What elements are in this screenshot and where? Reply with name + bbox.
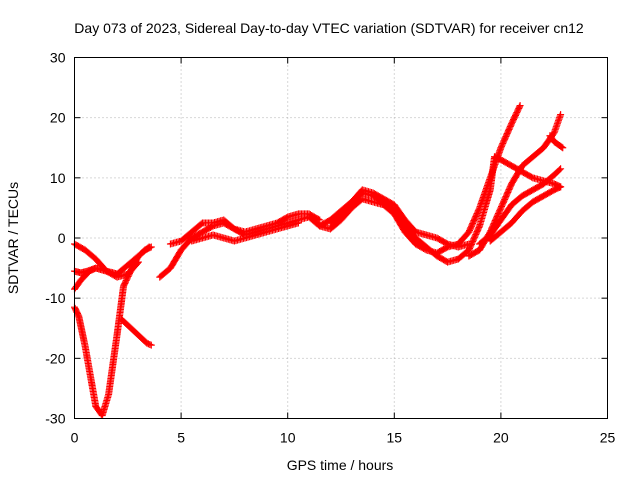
series-track-12 [455,102,524,247]
data-layer [71,102,566,419]
x-tick-label: 5 [177,430,185,446]
y-tick-label: -10 [45,290,65,306]
x-axis-label: GPS time / hours [287,457,394,473]
x-tick-label: 25 [600,430,616,446]
sdtvar-chart: Day 073 of 2023, Sidereal Day-to-day VTE… [0,0,640,480]
x-tick-label: 20 [493,430,509,446]
y-tick-label: 10 [50,170,66,186]
y-tick-label: 20 [50,110,66,126]
series-track-5 [118,316,155,349]
plot-frame [75,58,608,419]
y-axis-label: SDTVAR / TECUs [5,182,21,294]
grid-layer [75,58,608,419]
x-tick-label: 10 [280,430,296,446]
y-tick-label: -20 [45,350,65,366]
x-tick-label: 0 [71,430,79,446]
y-tick-label: 30 [50,50,66,66]
y-tick-label: 0 [58,230,66,246]
x-tick-label: 15 [387,430,403,446]
chart-title: Day 073 of 2023, Sidereal Day-to-day VTE… [74,20,584,36]
axis-layer: 0 5 10 15 20 25 -30 -20 -10 0 10 20 30 [45,50,615,446]
y-tick-label: -30 [45,411,65,427]
